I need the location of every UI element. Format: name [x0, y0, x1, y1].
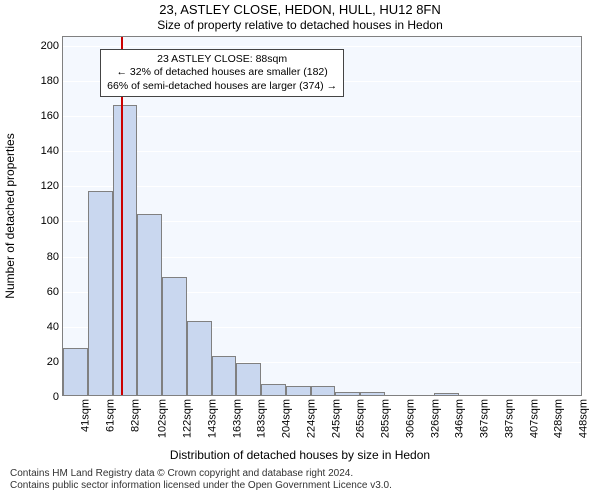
y-tick-label: 20: [47, 356, 59, 368]
y-tick-label: 200: [41, 40, 59, 52]
x-tick-label: 245sqm: [330, 399, 342, 438]
x-tick-label: 346sqm: [454, 399, 466, 438]
x-tick-label: 61sqm: [104, 399, 116, 432]
histogram-bar: [311, 386, 336, 395]
footer-line-2: Contains public sector information licen…: [10, 480, 392, 492]
x-tick-label: 143sqm: [206, 399, 218, 438]
histogram-bar: [113, 105, 138, 395]
x-tick-label: 82sqm: [129, 399, 141, 432]
histogram-bar: [236, 363, 261, 395]
footer-attribution: Contains HM Land Registry data © Crown c…: [10, 468, 392, 492]
x-tick-label: 224sqm: [305, 399, 317, 438]
x-tick-label: 306sqm: [404, 399, 416, 438]
gridline: [63, 151, 581, 152]
gridline: [63, 186, 581, 187]
y-tick-label: 160: [41, 110, 59, 122]
y-tick-label: 80: [47, 251, 59, 263]
chart-title: 23, ASTLEY CLOSE, HEDON, HULL, HU12 8FN: [0, 2, 600, 17]
histogram-bar: [63, 348, 88, 395]
histogram-bar: [162, 277, 187, 395]
x-tick-label: 122sqm: [182, 399, 194, 438]
histogram-bar: [137, 214, 162, 395]
gridline: [63, 397, 581, 398]
x-tick-label: 326sqm: [429, 399, 441, 438]
x-tick-label: 387sqm: [504, 399, 516, 438]
footer-line-1: Contains HM Land Registry data © Crown c…: [10, 468, 392, 480]
x-tick-label: 163sqm: [231, 399, 243, 438]
figure-container: 23, ASTLEY CLOSE, HEDON, HULL, HU12 8FN …: [0, 0, 600, 500]
x-tick-label: 367sqm: [479, 399, 491, 438]
gridline: [63, 46, 581, 47]
x-tick-label: 407sqm: [528, 399, 540, 438]
annotation-line: 23 ASTLEY CLOSE: 88sqm: [107, 53, 337, 66]
annotation-line: ← 32% of detached houses are smaller (18…: [107, 66, 337, 79]
x-tick-label: 41sqm: [80, 399, 92, 432]
y-tick-label: 40: [47, 321, 59, 333]
histogram-bar: [187, 321, 212, 395]
x-tick-label: 102sqm: [157, 399, 169, 438]
plot-area: 02040608010012014016018020041sqm61sqm82s…: [62, 36, 582, 396]
x-axis-label: Distribution of detached houses by size …: [0, 448, 600, 462]
annotation-box: 23 ASTLEY CLOSE: 88sqm← 32% of detached …: [100, 49, 344, 96]
y-axis-label: Number of detached properties: [3, 133, 17, 298]
y-tick-label: 0: [53, 391, 59, 403]
chart-subtitle: Size of property relative to detached ho…: [0, 18, 600, 32]
histogram-bar: [335, 392, 360, 396]
x-tick-label: 285sqm: [380, 399, 392, 438]
x-tick-label: 428sqm: [553, 399, 565, 438]
y-tick-label: 100: [41, 215, 59, 227]
x-tick-label: 204sqm: [281, 399, 293, 438]
y-tick-label: 120: [41, 180, 59, 192]
histogram-bar: [88, 191, 113, 395]
gridline: [63, 116, 581, 117]
x-tick-label: 448sqm: [578, 399, 590, 438]
histogram-bar: [212, 356, 237, 395]
histogram-bar: [360, 392, 385, 396]
x-tick-label: 265sqm: [355, 399, 367, 438]
histogram-bar: [286, 386, 311, 395]
y-tick-label: 180: [41, 75, 59, 87]
x-tick-label: 183sqm: [256, 399, 268, 438]
y-tick-label: 60: [47, 286, 59, 298]
histogram-bar: [261, 384, 286, 395]
annotation-line: 66% of semi-detached houses are larger (…: [107, 80, 337, 93]
y-tick-label: 140: [41, 145, 59, 157]
histogram-bar: [434, 393, 459, 395]
